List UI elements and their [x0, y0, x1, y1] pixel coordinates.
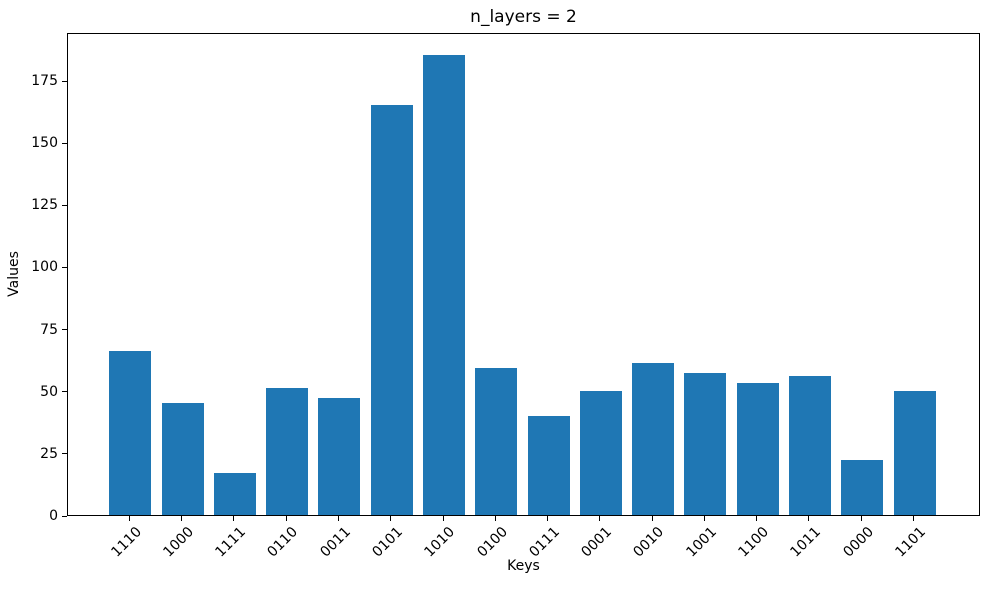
- x-axis-tick-label-text: 0010: [630, 524, 668, 561]
- x-axis-tick-label-text: 0000: [839, 524, 877, 561]
- bar-0000: [841, 460, 884, 515]
- x-axis-tick-label-text: 1000: [160, 524, 197, 561]
- x-axis-tick: [285, 516, 287, 521]
- y-axis-tick: [62, 391, 67, 393]
- x-axis-tick: [808, 516, 810, 521]
- chart-title: n_layers = 2: [470, 7, 577, 27]
- x-axis-tick-label-text: 1010: [421, 524, 459, 561]
- bar-0110: [266, 388, 309, 515]
- x-axis-tick-label-text: 1110: [108, 524, 145, 561]
- bar-1101: [893, 390, 936, 515]
- y-axis-tick-label: 0: [49, 508, 58, 524]
- y-axis-tick: [62, 142, 67, 144]
- bar-0100: [475, 368, 518, 515]
- x-axis-tick: [913, 516, 914, 521]
- y-axis-label-text: Values: [6, 251, 22, 297]
- x-axis-tick: [390, 516, 392, 521]
- y-axis-tick: [62, 204, 67, 206]
- x-axis-tick-label-text: 1111: [212, 524, 250, 561]
- y-axis-tick-label: 125: [31, 197, 58, 214]
- bar-1100: [736, 383, 779, 515]
- plot-area: [67, 33, 980, 516]
- y-axis-tick: [62, 329, 67, 331]
- x-axis-tick-label-text: 1001: [683, 524, 720, 561]
- x-axis-label: Keys: [507, 558, 540, 574]
- x-axis-tick: [181, 516, 183, 521]
- y-axis-tick-label: 50: [40, 383, 58, 400]
- y-axis-tick: [62, 515, 67, 517]
- x-axis-tick: [337, 516, 339, 521]
- bar-1000: [161, 403, 204, 515]
- x-axis-tick-label-text: 0001: [578, 524, 616, 561]
- x-axis-tick-label-text: 1100: [735, 524, 773, 561]
- x-axis-tick-label-text: 0011: [317, 524, 354, 561]
- bar-1111: [213, 472, 256, 515]
- y-axis-tick-label: 175: [31, 73, 58, 89]
- x-axis-tick: [128, 516, 130, 521]
- bar-0101: [370, 104, 413, 515]
- x-axis-tick: [233, 516, 235, 521]
- bar-0111: [527, 415, 570, 515]
- y-axis-tick-label: 100: [31, 259, 58, 276]
- bar-1001: [684, 373, 727, 515]
- x-axis-tick: [860, 516, 862, 521]
- x-axis-tick-label-text: 1101: [892, 524, 929, 561]
- y-axis-tick-label: 75: [40, 321, 58, 338]
- bar-0010: [632, 363, 675, 515]
- x-axis-tick-label-text: 0111: [526, 524, 563, 561]
- bar-1010: [422, 55, 465, 515]
- x-axis-tick: [494, 516, 496, 521]
- x-axis-tick: [703, 516, 705, 521]
- y-axis-tick: [62, 80, 67, 82]
- x-axis-tick: [599, 516, 601, 521]
- y-axis-tick: [62, 266, 67, 268]
- x-axis-tick: [547, 516, 548, 521]
- x-axis-tick: [442, 516, 444, 521]
- y-axis-tick: [62, 453, 67, 455]
- x-axis-tick-label-text: 0101: [369, 524, 407, 561]
- bar-0001: [579, 390, 622, 515]
- bar-0011: [318, 398, 361, 515]
- x-axis-tick-label-text: 0100: [474, 524, 511, 561]
- y-axis-tick-label: 25: [40, 445, 58, 462]
- bar-1011: [788, 375, 831, 515]
- bar-1110: [109, 350, 152, 515]
- x-axis-tick-label-text: 0110: [264, 524, 302, 561]
- x-axis-tick: [756, 516, 758, 521]
- x-axis-tick-label-text: 1011: [787, 524, 825, 561]
- y-axis-tick-label: 150: [31, 135, 58, 152]
- x-axis-tick: [651, 516, 653, 521]
